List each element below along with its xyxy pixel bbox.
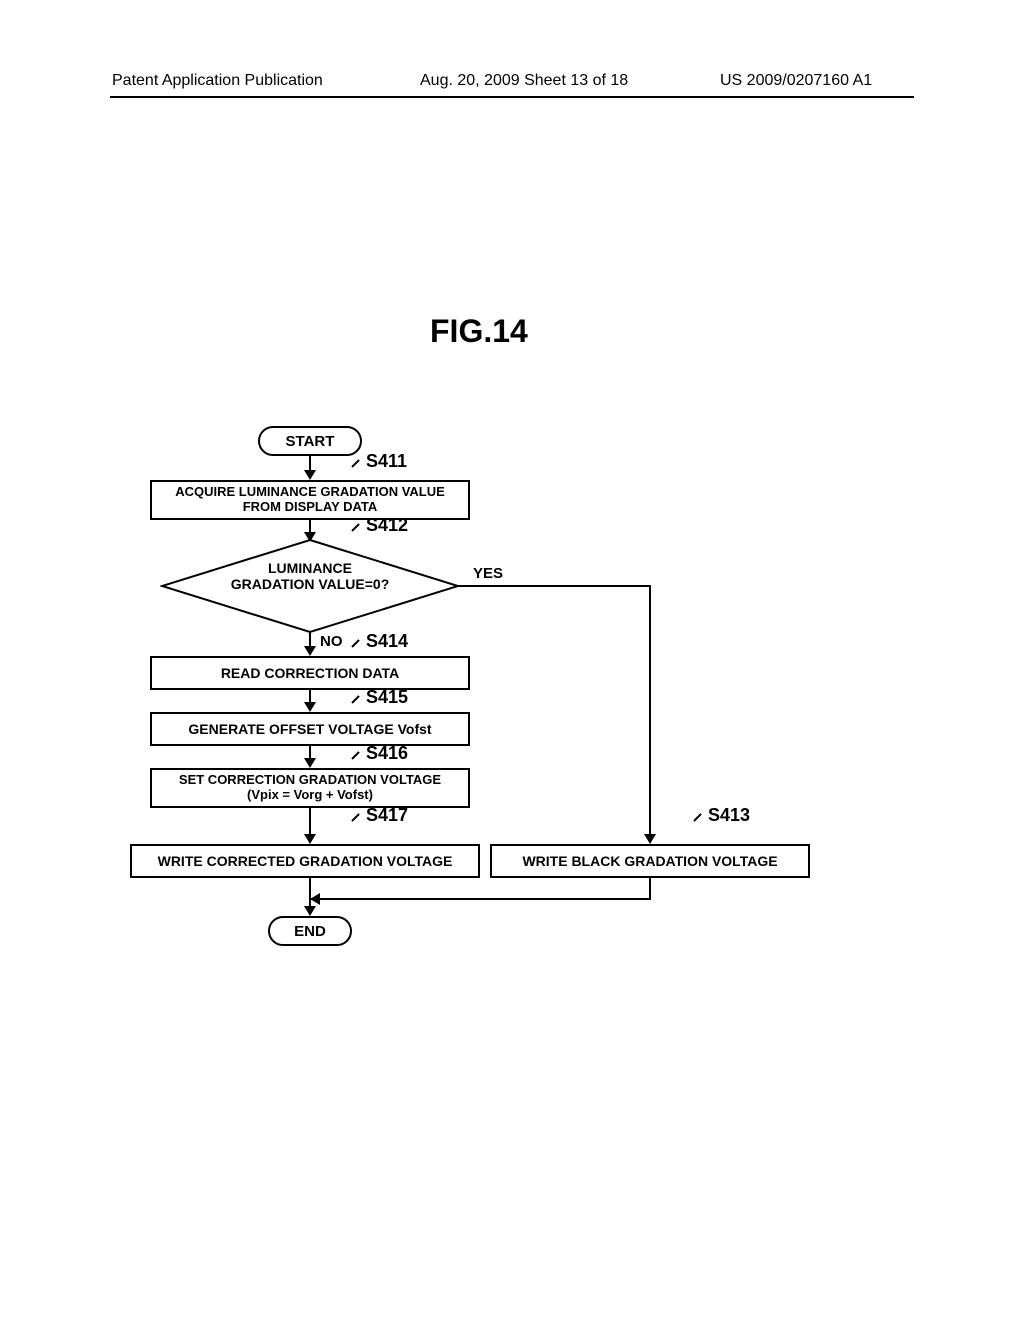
step-s417-text: WRITE CORRECTED GRADATION VOLTAGE [158,853,453,869]
step-label-s413: S413 [708,805,750,826]
step-s415-text: GENERATE OFFSET VOLTAGE Vofst [188,721,431,737]
connector [458,585,650,587]
step-label-s417: S417 [366,805,408,826]
terminal-end: END [268,916,352,946]
label-tick [351,751,359,759]
step-s414-text: READ CORRECTION DATA [221,665,399,681]
step-s415: GENERATE OFFSET VOLTAGE Vofst [150,712,470,746]
arrowhead-icon [310,893,320,905]
label-tick [351,523,359,531]
connector [649,585,651,840]
step-s413: WRITE BLACK GRADATION VOLTAGE [490,844,810,878]
step-label-s415: S415 [366,687,408,708]
step-label-s411: S411 [366,451,407,472]
header-mid: Aug. 20, 2009 Sheet 13 of 18 [420,72,628,90]
arrowhead-icon [304,702,316,712]
decision-s412-line2: GRADATION VALUE=0? [220,576,400,592]
decision-s412-line1: LUMINANCE [220,560,400,576]
label-tick [351,459,359,467]
arrowhead-icon [644,834,656,844]
step-label-s412: S412 [366,515,408,536]
connector [649,878,651,900]
header-rule [110,96,914,98]
decision-s412-text: LUMINANCE GRADATION VALUE=0? [220,560,400,592]
label-tick [351,695,359,703]
step-s413-text: WRITE BLACK GRADATION VOLTAGE [522,853,777,869]
arrowhead-icon [304,758,316,768]
step-label-s414: S414 [366,631,408,652]
terminal-start: START [258,426,362,456]
branch-yes: YES [473,565,503,582]
step-s416: SET CORRECTION GRADATION VOLTAGE (Vpix =… [150,768,470,808]
step-s414: READ CORRECTION DATA [150,656,470,690]
step-s411-line1: ACQUIRE LUMINANCE GRADATION VALUE [175,485,445,500]
header-right: US 2009/0207160 A1 [720,72,872,90]
header-left: Patent Application Publication [112,72,323,90]
step-s417: WRITE CORRECTED GRADATION VOLTAGE [130,844,480,878]
label-tick [351,639,359,647]
arrowhead-icon [304,470,316,480]
branch-no: NO [320,633,343,650]
step-s416-line2: (Vpix = Vorg + Vofst) [247,788,373,803]
arrowhead-icon [304,646,316,656]
step-label-s416: S416 [366,743,408,764]
arrowhead-icon [304,906,316,916]
step-s411: ACQUIRE LUMINANCE GRADATION VALUE FROM D… [150,480,470,520]
terminal-start-text: START [286,433,335,450]
arrowhead-icon [304,834,316,844]
connector [310,898,651,900]
label-tick [351,813,359,821]
step-s411-line2: FROM DISPLAY DATA [243,500,378,515]
figure-title: FIG.14 [430,313,528,350]
step-s416-line1: SET CORRECTION GRADATION VOLTAGE [179,773,441,788]
label-tick [693,813,701,821]
terminal-end-text: END [294,923,326,940]
